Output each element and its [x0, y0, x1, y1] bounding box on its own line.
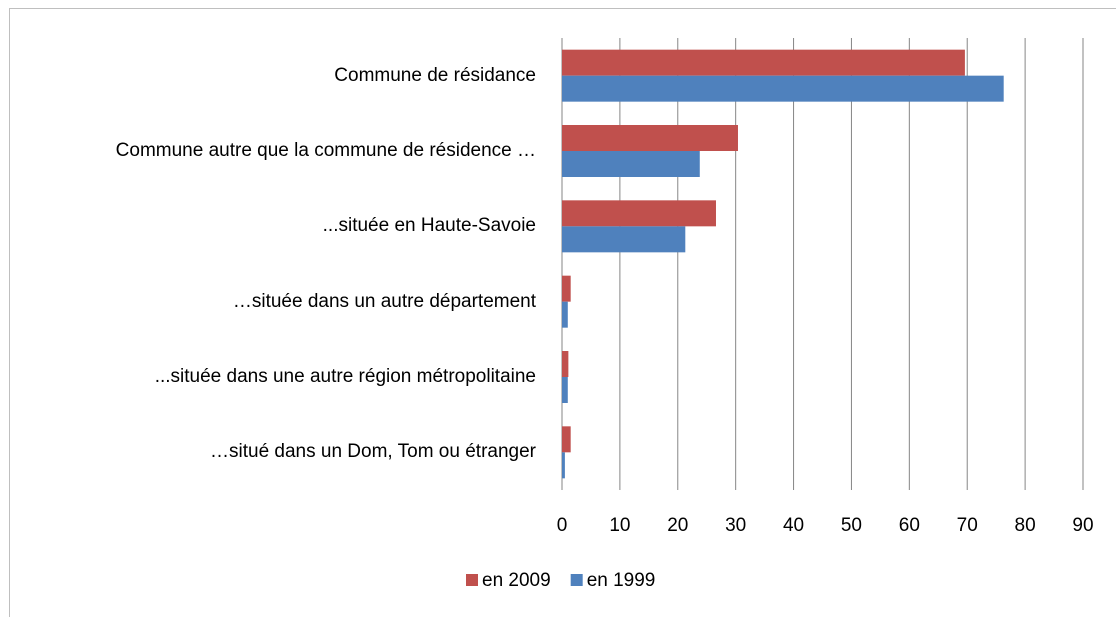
- x-tick-label: 0: [557, 515, 568, 536]
- x-tick-label: 30: [725, 515, 746, 536]
- category-label-box: …située dans un autre département: [233, 264, 536, 339]
- legend-swatch: [570, 574, 583, 586]
- bar: [562, 275, 571, 302]
- x-tick-label: 20: [667, 515, 688, 536]
- y-tick-label: ...située en Haute-Savoie: [322, 215, 536, 237]
- x-tick-label: 80: [1015, 515, 1036, 536]
- bar: [562, 49, 965, 76]
- category-label-box: ...située dans une autre région métropol…: [155, 339, 536, 414]
- bar: [562, 377, 568, 403]
- bar: [562, 200, 716, 227]
- bar: [562, 426, 571, 453]
- y-tick-label: …situé dans un Dom, Tom ou étranger: [210, 441, 536, 463]
- x-tick-label: 10: [609, 515, 630, 536]
- legend-swatch: [466, 574, 478, 586]
- bar: [562, 226, 686, 253]
- x-tick-label: 90: [1072, 515, 1093, 536]
- y-tick-label: ...située dans une autre région métropol…: [154, 365, 536, 387]
- x-tick-label: 40: [783, 515, 804, 536]
- y-tick-label: Commune de résidance: [334, 64, 536, 86]
- category-label-box: Commune autre que la commune de résidenc…: [116, 113, 536, 188]
- bar: [562, 151, 700, 177]
- x-tick-label: 60: [899, 515, 920, 536]
- legend-label: en 1999: [587, 570, 656, 591]
- bar: [562, 75, 1004, 102]
- bar: [562, 125, 738, 151]
- bar: [562, 351, 569, 377]
- x-tick-label: 70: [957, 515, 978, 536]
- category-label-box: ...située en Haute-Savoie: [323, 189, 536, 264]
- category-label-box: Commune de résidance: [334, 38, 536, 113]
- x-tick-label: 50: [841, 515, 862, 536]
- category-label-box: …situé dans un Dom, Tom ou étranger: [210, 415, 536, 490]
- bar: [562, 301, 568, 328]
- bar: [562, 452, 565, 479]
- chart-border: [9, 8, 1116, 617]
- legend-label: en 2009: [482, 570, 551, 591]
- y-tick-label: …située dans un autre département: [232, 290, 536, 312]
- y-tick-label: Commune autre que la commune de résidenc…: [115, 139, 536, 161]
